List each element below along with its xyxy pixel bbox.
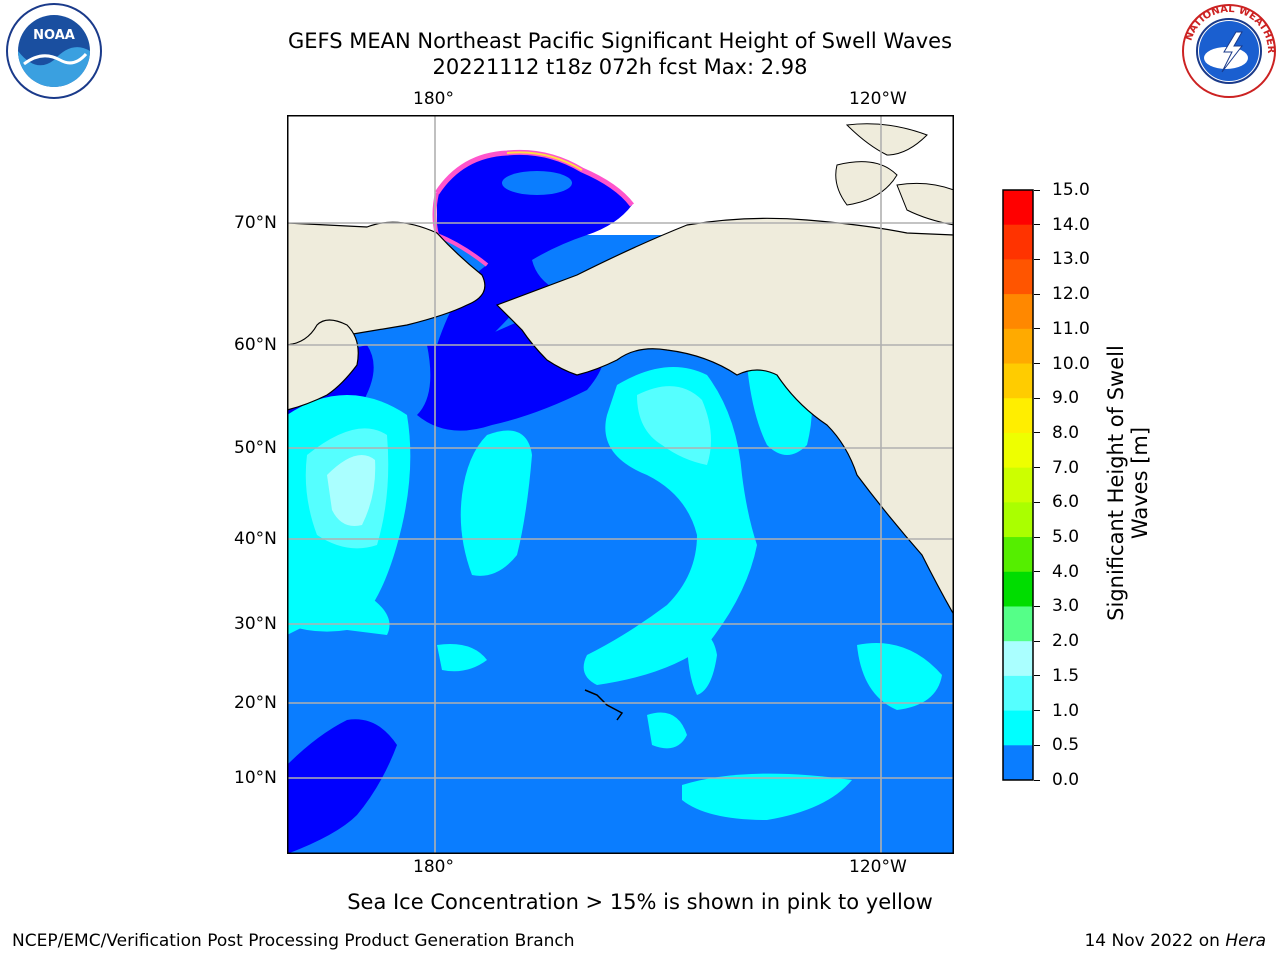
graticule [287,115,954,854]
colorbar-tick-mark [1034,744,1040,746]
chukchi-low-swell [433,152,632,387]
colorbar-tick-mark [1034,224,1040,226]
land-arctic-island-3 [896,182,954,226]
colorbar-segment [1003,675,1033,712]
colorbar [1002,189,1034,781]
colorbar-tick-mark [1034,293,1040,295]
date-prefix: 14 Nov 2022 on [1084,931,1226,951]
colorbar-tick-mark [1034,710,1040,712]
chart-title-line2: 20221112 t18z 072h fcst Max: 2.98 [432,55,808,79]
lon-label-bottom-180: 180° [413,857,454,877]
date-line: 14 Nov 2022 on Hera [1084,931,1266,951]
colorbar-segment [1003,224,1033,260]
nws-logo: NATIONAL WEATHER SERVICE [1180,2,1276,98]
colorbar-tick-mark [1034,675,1040,677]
noaa-logo: NOAA [6,3,102,99]
colorbar-tick-label: 7.0 [1052,457,1080,478]
ice-edge-3 [506,151,583,171]
colorbar-tick-label: 0.0 [1052,770,1080,790]
noaa-logo-text: NOAA [33,28,75,43]
map-frame [287,115,954,854]
colorbar-segment [1003,537,1033,573]
colorbar-tick-mark [1034,501,1040,503]
colorbar-tick-mark [1034,432,1040,434]
colorbar-segment [1003,745,1033,781]
colorbar-segment [1003,294,1033,330]
lat-label-30n: 30°N [234,614,277,634]
lat-label-10n: 10°N [234,768,277,788]
colorbar-tick-label: 6.0 [1052,492,1080,513]
colorbar-tick-mark [1034,397,1040,399]
lat-label-20n: 20°N [234,693,277,713]
colorbar-segment [1003,259,1033,295]
colorbar-tick-mark [1034,328,1040,330]
swell-patch-a [687,632,717,695]
colorbar-segment [1003,502,1033,538]
colorbar-frame [1002,189,1034,781]
swell-west-max [327,455,376,526]
swell-patch-d [647,712,687,749]
lon-label-top-180: 180° [413,89,454,109]
colorbar-tick-mark [1034,536,1040,538]
lon-label-top-120w: 120°W [849,89,907,109]
colorbar-tick-label: 9.0 [1052,388,1080,409]
colorbar-segment [1003,467,1033,503]
lon-label-bottom-120w: 120°W [849,857,907,877]
lat-label-40n: 40°N [234,529,277,549]
sw-low-swell [287,719,397,854]
colorbar-tick-label: 15.0 [1052,180,1090,200]
colorbar-tick-label: 5.0 [1052,527,1080,548]
colorbar-tick-label: 8.0 [1052,422,1080,443]
colorbar-label: Significant Height of Swell Waves [m] [1104,345,1152,621]
sea-ice-note: Sea Ice Concentration > 15% is shown in … [347,890,933,914]
chart-title-line1: GEFS MEAN Northeast Pacific Significant … [287,29,953,53]
lat-label-50n: 50°N [234,438,277,458]
lat-label-60n: 60°N [234,335,277,355]
swell-east-band [583,367,757,685]
colorbar-segment [1003,571,1033,607]
colorbar-tick-label: 11.0 [1052,318,1090,339]
colorbar-tick-label: 2.0 [1052,631,1080,652]
colorbar-tick-label: 14.0 [1052,214,1090,235]
lat-label-70n: 70°N [234,213,277,233]
colorbar-segment [1003,641,1033,677]
swell-east-core [637,386,711,465]
colorbar-tick-mark [1034,605,1040,607]
date-host: Hera [1225,931,1266,951]
swell-patch-f [287,581,390,635]
swell-patch-e [682,773,852,820]
chukchi-patch [502,171,572,195]
colorbar-tick-mark [1034,779,1040,781]
credit-line: NCEP/EMC/Verification Post Processing Pr… [12,931,575,951]
colorbar-segment [1003,328,1033,365]
map-panel [287,115,954,854]
colorbar-segment [1003,606,1033,642]
colorbar-tick-label: 1.5 [1052,665,1080,686]
hawaii-outline [584,689,624,721]
colorbar-segment [1003,363,1033,399]
colorbar-tick-label: 4.0 [1052,561,1080,582]
colorbar-tick-label: 1.0 [1052,700,1080,721]
colorbar-segment [1003,710,1033,746]
colorbar-tick-mark [1034,189,1040,191]
swell-patch-b [437,644,487,672]
colorbar-tick-mark [1034,258,1040,260]
land-north-america [495,217,954,617]
colorbar-tick-label: 3.0 [1052,596,1080,617]
colorbar-tick-label: 13.0 [1052,249,1090,270]
swell-patch-c [857,643,942,710]
colorbar-tick-mark [1034,571,1040,573]
colorbar-tick-label: 12.0 [1052,284,1090,305]
colorbar-tick-mark [1034,467,1040,469]
colorbar-segment [1003,432,1033,469]
colorbar-tick-mark [1034,363,1040,365]
colorbar-segment [1003,190,1033,226]
colorbar-tick-label: 0.5 [1052,735,1080,756]
colorbar-segment [1003,398,1033,434]
colorbar-tick-mark [1034,640,1040,642]
colorbar-tick-label: 10.0 [1052,353,1090,374]
